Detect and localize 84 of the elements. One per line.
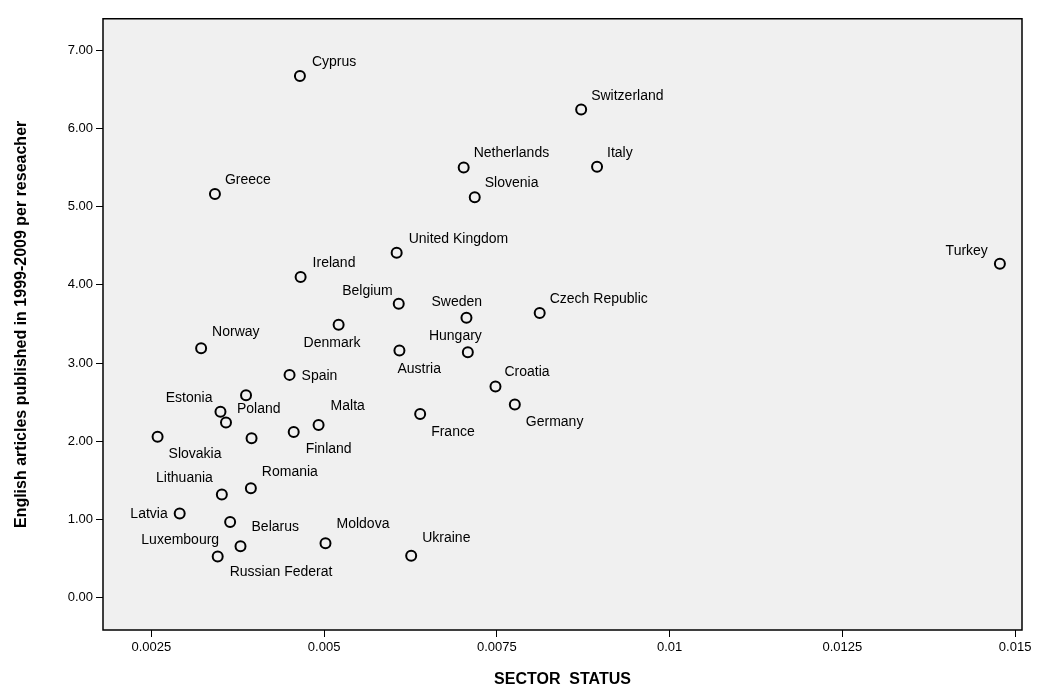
point	[332, 318, 345, 331]
annotation: Belgium	[342, 281, 393, 298]
point	[392, 297, 405, 310]
point	[245, 432, 258, 445]
annotation: Netherlands	[473, 144, 550, 161]
annotation: Ireland	[312, 254, 356, 271]
annotation: France	[431, 423, 475, 440]
x-tick-label: 0.0025	[131, 639, 172, 655]
annotation: Croatia	[504, 362, 550, 379]
annotation: Czech Republic	[549, 290, 648, 307]
point	[508, 398, 521, 411]
point	[461, 346, 474, 359]
point	[283, 368, 296, 381]
point	[575, 103, 588, 116]
point	[591, 160, 604, 173]
point	[294, 271, 307, 284]
point	[993, 257, 1006, 270]
annotation: Spain	[301, 366, 338, 383]
point	[390, 246, 403, 259]
annotation: Germany	[525, 412, 584, 429]
point	[414, 408, 427, 421]
y-tick-label: 7.00	[67, 41, 93, 57]
point	[287, 426, 300, 439]
y-tick-label: 0.00	[67, 589, 93, 605]
y-tick-label: 4.00	[67, 276, 93, 292]
annotation: United Kingdom	[408, 229, 509, 246]
x-axis-title: SECTOR STATUS	[494, 669, 632, 687]
y-axis-title: English articles published in 1999-2009 per reseacher	[12, 120, 30, 529]
point	[405, 549, 418, 562]
y-tick-label: 2.00	[67, 432, 93, 448]
annotation: Latvia	[130, 505, 168, 522]
point	[393, 344, 406, 357]
annotation: Romania	[261, 463, 319, 480]
y-tick-label: 3.00	[67, 354, 93, 370]
point	[208, 188, 221, 201]
annotation: Slovenia	[484, 174, 539, 191]
x-tick-label: 0.0075	[476, 639, 517, 655]
annotation: Greece	[224, 171, 272, 188]
y-tick-label: 6.00	[67, 119, 93, 135]
annotation: Belarus	[251, 518, 299, 535]
point	[312, 418, 325, 431]
annotation: Finland	[305, 440, 352, 457]
annotation: Switzerland	[591, 86, 664, 103]
annotation: Italy	[607, 143, 633, 160]
y-tick-label: 1.00	[67, 511, 93, 527]
annotation: Luxembourg	[141, 531, 220, 547]
annotation: Ukraine	[422, 528, 471, 545]
x-tick-label: 0.01	[656, 639, 683, 655]
annotation: Hungary	[428, 327, 482, 344]
annotation: Moldova	[336, 515, 390, 532]
point	[211, 550, 224, 563]
point	[214, 405, 227, 418]
point	[234, 540, 247, 553]
annotation: Sweden	[431, 292, 483, 309]
y-tick-label: 5.00	[67, 198, 93, 214]
point	[293, 69, 306, 82]
point	[173, 507, 186, 520]
annotation: Russian Federat	[229, 563, 333, 580]
annotation: Austria	[397, 359, 442, 376]
x-tick-label: 0.005	[307, 639, 341, 655]
point	[244, 482, 257, 495]
annotation: Poland	[236, 399, 281, 416]
point	[319, 537, 332, 550]
annotation: Cyprus	[311, 52, 357, 69]
point	[240, 389, 253, 402]
annotation: Estonia	[165, 388, 213, 405]
point	[219, 416, 232, 429]
annotation: Norway	[212, 323, 260, 340]
point	[151, 430, 164, 443]
x-tick-label: 0.015	[998, 639, 1032, 655]
x-tick-label: 0.0125	[822, 639, 863, 655]
point	[468, 191, 481, 204]
point	[489, 380, 502, 393]
annotation: Slovakia	[168, 444, 222, 461]
point	[533, 307, 546, 320]
point	[457, 161, 470, 174]
point	[195, 342, 208, 355]
point	[215, 488, 228, 501]
annotation: Malta	[330, 396, 366, 413]
annotation: Denmark	[303, 333, 362, 350]
point	[460, 311, 473, 324]
annotation: Turkey	[945, 241, 988, 258]
annotation: Lithuania	[156, 468, 214, 485]
point	[224, 516, 237, 528]
